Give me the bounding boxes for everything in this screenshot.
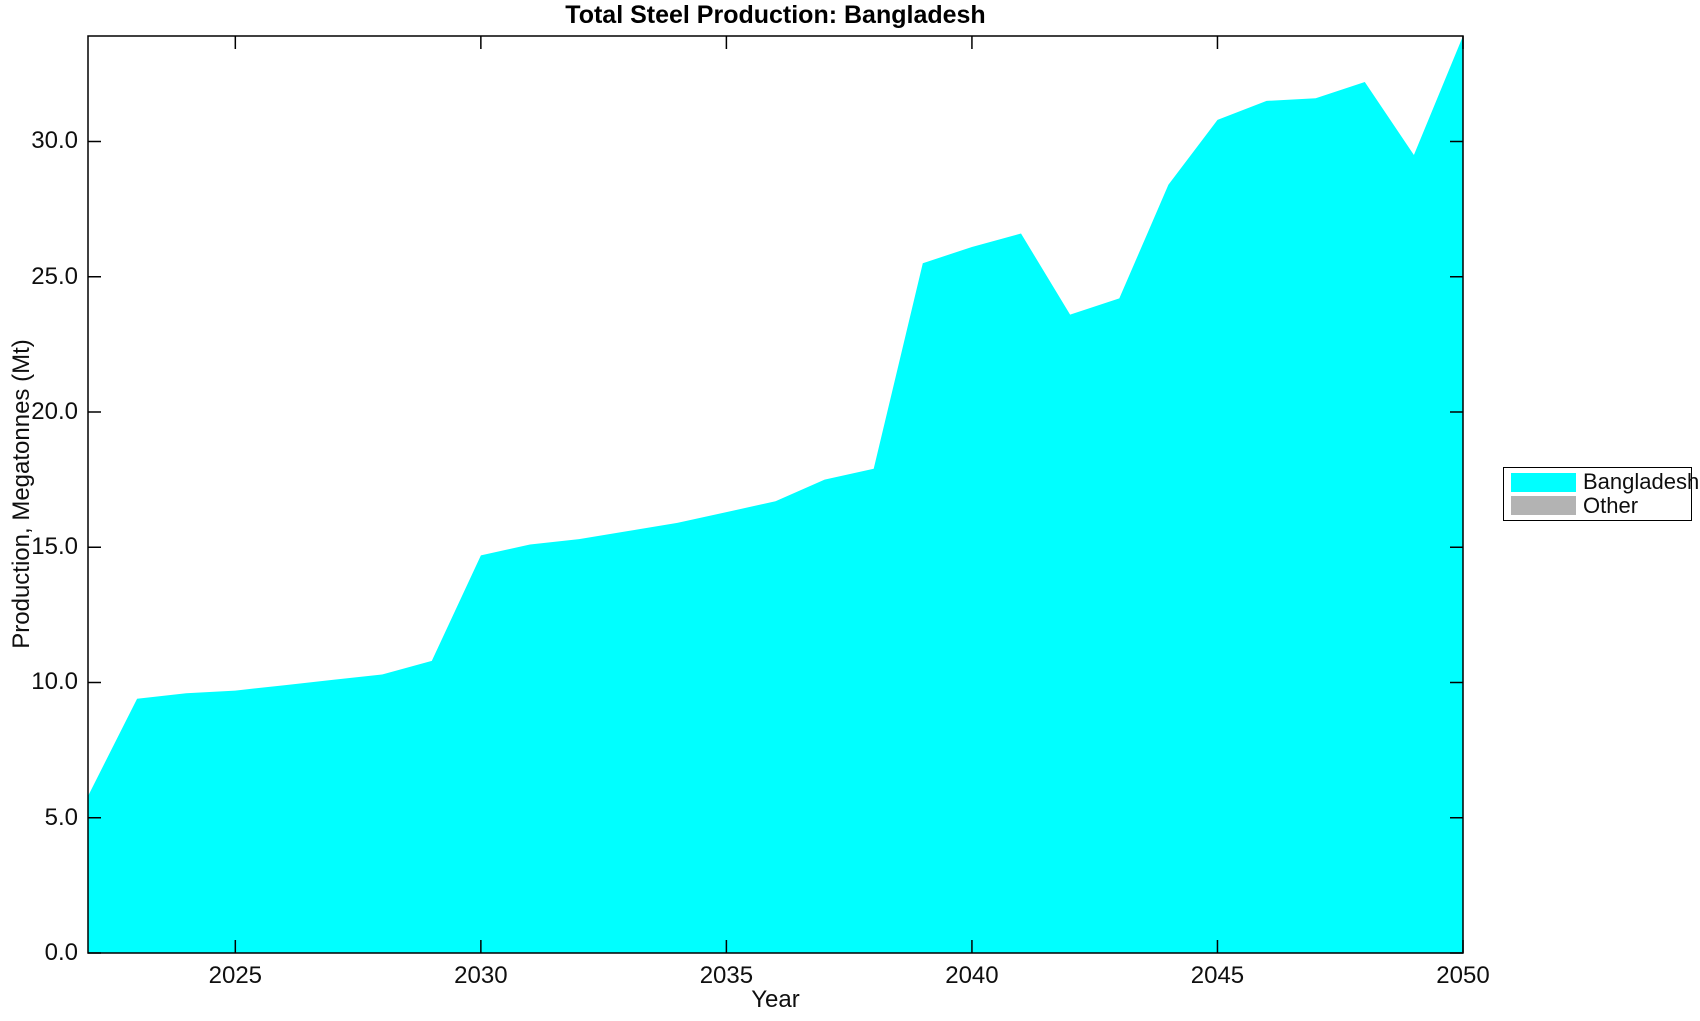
x-tick-label: 2025 [208,962,263,989]
legend-label: Bangladesh [1583,469,1700,495]
y-tick-label: 15.0 [31,533,78,561]
legend-entry: Other [1511,492,1687,518]
x-tick-label: 2045 [1190,962,1245,989]
legend-swatch-icon [1511,472,1576,492]
x-tick-label: 2050 [1436,962,1490,989]
bangladesh-area [88,36,1463,953]
x-axis-label: Year [751,986,800,1013]
series-layer [88,36,1463,953]
y-tick-label: 25.0 [31,262,78,290]
x-tick-label: 2040 [945,962,999,989]
legend: Bangladesh Other [1503,467,1699,521]
legend-swatch-icon [1511,496,1576,516]
x-tick-label: 2030 [454,962,508,989]
y-tick-label: 20.0 [31,397,78,425]
y-tick-label: 5.0 [44,803,78,831]
chart-title: Total Steel Production: Bangladesh [565,1,986,29]
y-tick-label: 0.0 [44,939,78,966]
y-tick-label: 30.0 [31,127,78,155]
x-tick-label: 2035 [699,962,754,989]
legend-entry: Bangladesh [1511,471,1699,493]
plot-border [87,35,1464,954]
y-tick-label: 10.0 [31,668,78,696]
legend-label: Other [1583,492,1639,518]
